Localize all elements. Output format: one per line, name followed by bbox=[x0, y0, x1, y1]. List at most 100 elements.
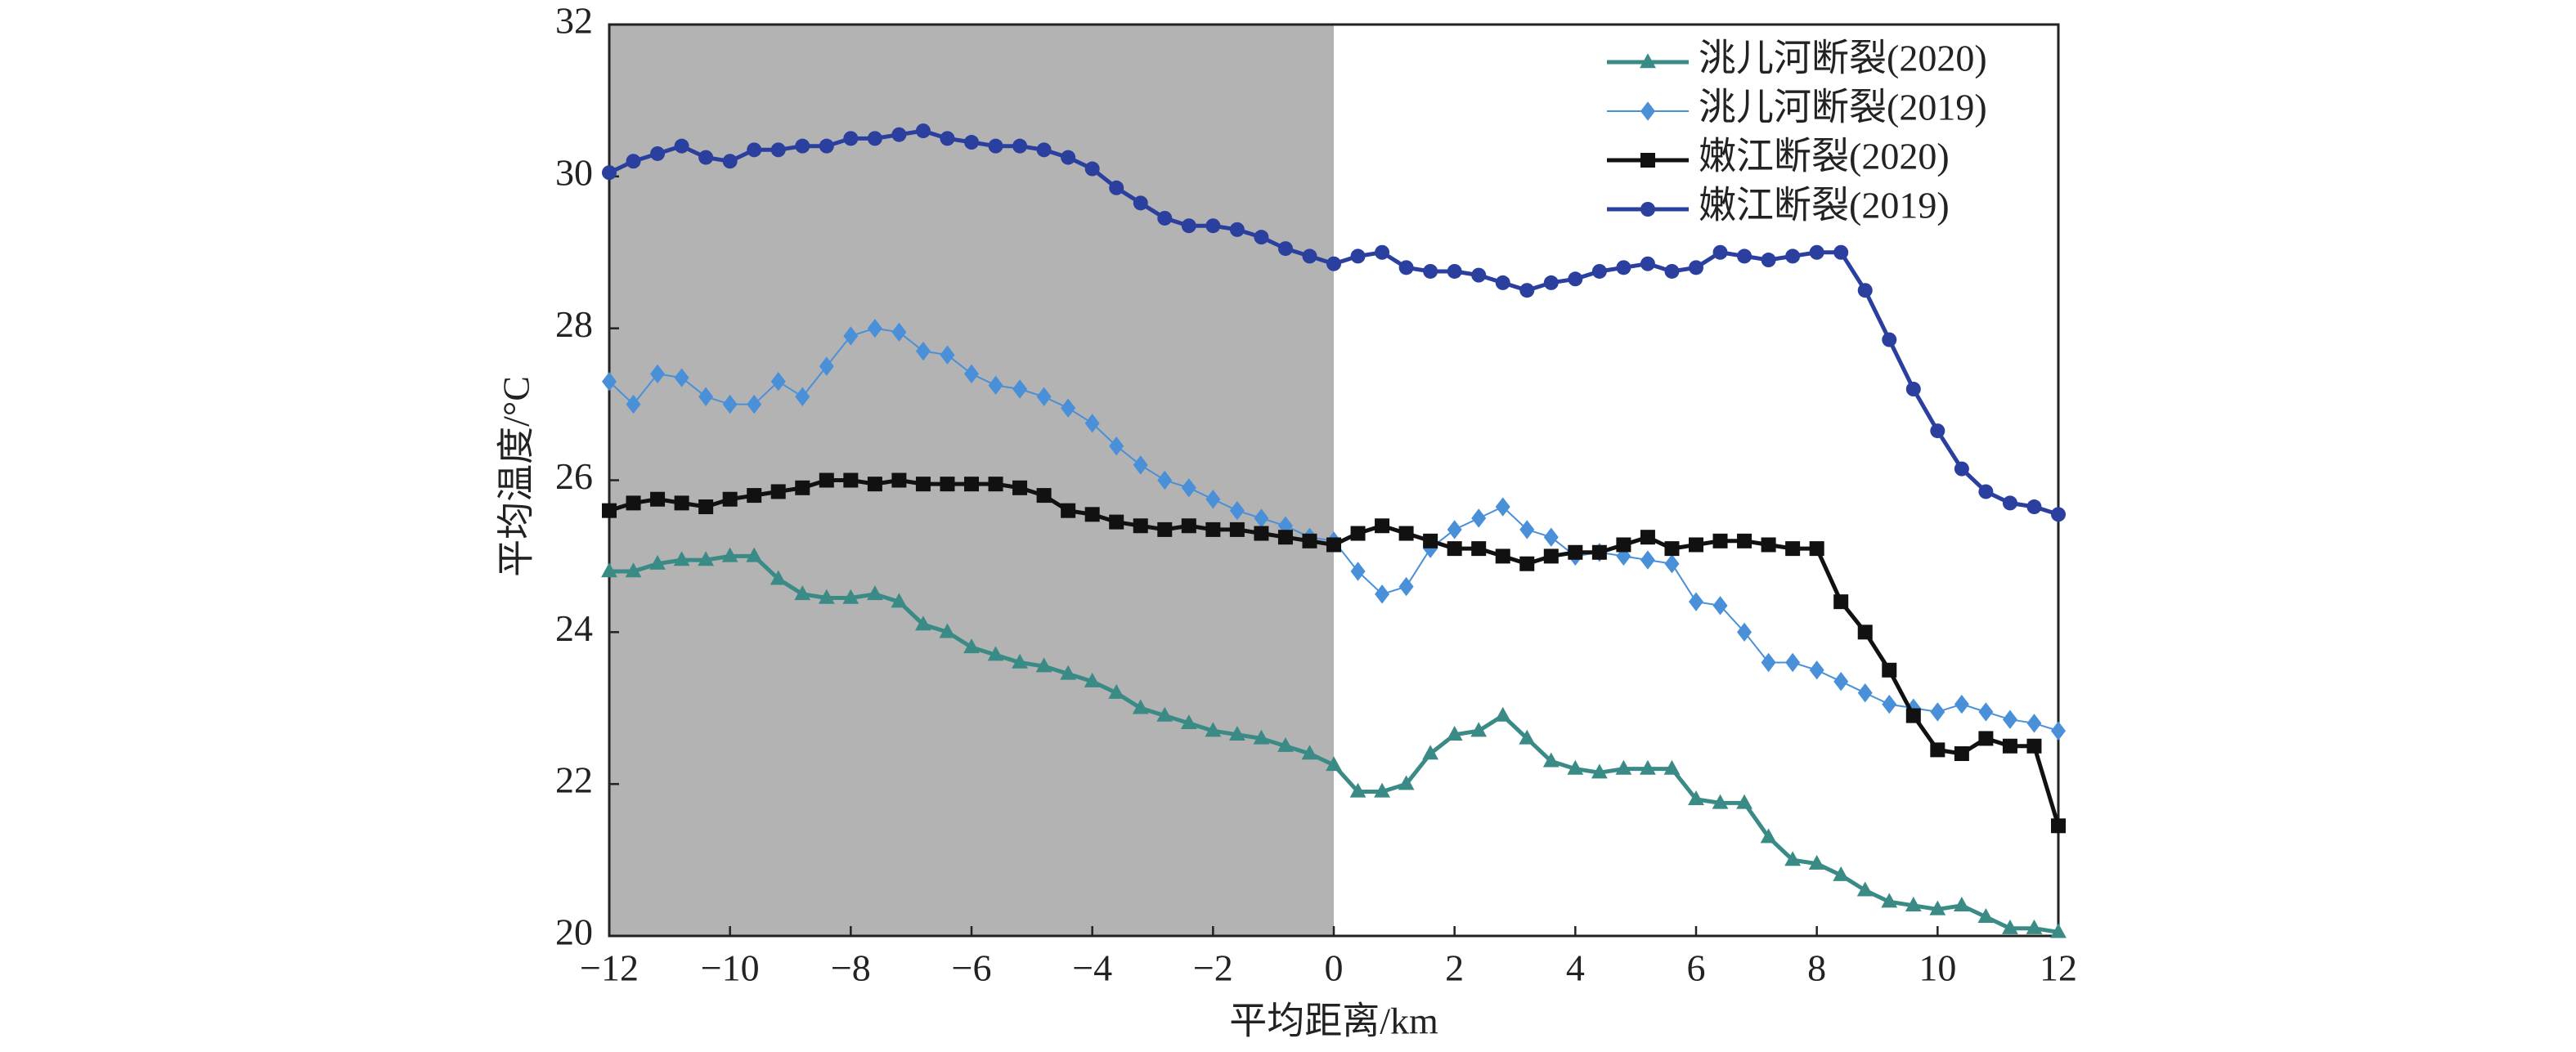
point bbox=[698, 551, 715, 566]
point bbox=[1857, 283, 1873, 298]
point bbox=[1471, 541, 1487, 557]
legend-label: 嫩江断裂(2019) bbox=[1699, 185, 1950, 226]
point bbox=[819, 356, 834, 376]
point bbox=[1447, 263, 1462, 279]
point bbox=[1447, 520, 1462, 539]
point bbox=[1277, 530, 1293, 545]
point bbox=[1254, 526, 1269, 541]
point bbox=[650, 145, 666, 161]
point bbox=[1495, 548, 1510, 564]
point bbox=[1689, 260, 1703, 275]
point bbox=[1470, 722, 1488, 737]
point bbox=[746, 547, 763, 562]
point bbox=[1423, 533, 1438, 548]
point bbox=[1615, 759, 1632, 775]
x-tick-label: −12 bbox=[580, 947, 639, 989]
point bbox=[674, 138, 689, 154]
point bbox=[1568, 271, 1583, 287]
series bbox=[601, 547, 2067, 938]
point bbox=[1833, 866, 1850, 881]
point bbox=[698, 499, 714, 515]
point bbox=[2051, 818, 2066, 834]
point bbox=[1012, 379, 1028, 399]
point bbox=[866, 585, 883, 601]
point bbox=[626, 495, 641, 511]
point bbox=[2050, 923, 2067, 938]
point bbox=[891, 127, 907, 142]
point bbox=[1205, 218, 1221, 234]
point bbox=[1229, 500, 1245, 521]
point bbox=[1737, 533, 1752, 548]
point bbox=[1035, 657, 1052, 673]
point bbox=[1857, 683, 1873, 703]
point bbox=[1254, 508, 1269, 528]
x-tick-label: −4 bbox=[1072, 947, 1112, 989]
point bbox=[1833, 672, 1849, 692]
point bbox=[674, 495, 689, 511]
point bbox=[1760, 828, 1777, 844]
point bbox=[1398, 526, 1414, 541]
point bbox=[1761, 652, 1776, 673]
x-tick-label: −10 bbox=[701, 947, 760, 989]
point bbox=[1978, 731, 1994, 746]
point bbox=[1882, 332, 1897, 347]
point bbox=[915, 341, 931, 361]
point bbox=[1881, 893, 1898, 908]
legend-label: 嫩江断裂(2020) bbox=[1699, 136, 1950, 177]
point bbox=[1109, 514, 1124, 530]
point bbox=[1905, 708, 1921, 723]
point bbox=[747, 488, 762, 504]
point bbox=[1664, 554, 1680, 574]
point bbox=[1036, 142, 1052, 158]
point bbox=[1856, 881, 1874, 897]
point bbox=[843, 131, 859, 146]
point bbox=[1809, 660, 1824, 680]
point bbox=[1398, 260, 1414, 275]
legend-label: 洮儿河断裂(2020) bbox=[1699, 38, 1987, 79]
point bbox=[625, 562, 642, 578]
point bbox=[1374, 782, 1390, 798]
point bbox=[1277, 736, 1294, 752]
y-tick-label: 28 bbox=[555, 303, 593, 345]
legend-label: 洮儿河断裂(2019) bbox=[1699, 87, 1987, 128]
y-tick-label: 30 bbox=[555, 151, 593, 193]
x-tick-label: 12 bbox=[2040, 947, 2077, 989]
point bbox=[1543, 275, 1559, 290]
point bbox=[1882, 694, 1897, 714]
point bbox=[1543, 527, 1559, 547]
point bbox=[1905, 897, 1922, 912]
point bbox=[1229, 522, 1245, 537]
point bbox=[1930, 423, 1945, 439]
point bbox=[1084, 414, 1100, 433]
point bbox=[650, 491, 666, 507]
x-tick-label: −8 bbox=[831, 947, 871, 989]
point bbox=[1591, 544, 1607, 560]
point bbox=[1326, 256, 1341, 271]
point bbox=[698, 150, 714, 165]
point bbox=[940, 345, 955, 365]
point bbox=[891, 472, 907, 488]
point bbox=[1664, 541, 1680, 557]
point bbox=[1737, 248, 1752, 264]
point bbox=[1471, 508, 1487, 528]
point bbox=[747, 142, 762, 158]
point bbox=[1808, 854, 1825, 870]
point bbox=[2002, 710, 2017, 729]
point bbox=[1012, 480, 1028, 495]
point bbox=[988, 375, 1003, 396]
point bbox=[722, 154, 738, 169]
point bbox=[1785, 652, 1801, 673]
point bbox=[1398, 576, 1414, 597]
point bbox=[1302, 248, 1317, 264]
x-axis-label: 平均距离/km bbox=[1229, 1001, 1438, 1042]
point bbox=[770, 484, 786, 499]
point bbox=[673, 551, 690, 566]
point bbox=[795, 387, 810, 406]
point bbox=[1953, 897, 1970, 912]
point bbox=[1761, 537, 1776, 553]
point bbox=[626, 154, 641, 169]
point bbox=[1809, 244, 1824, 260]
point bbox=[1061, 150, 1076, 165]
point bbox=[1785, 541, 1801, 557]
point bbox=[1302, 533, 1317, 548]
